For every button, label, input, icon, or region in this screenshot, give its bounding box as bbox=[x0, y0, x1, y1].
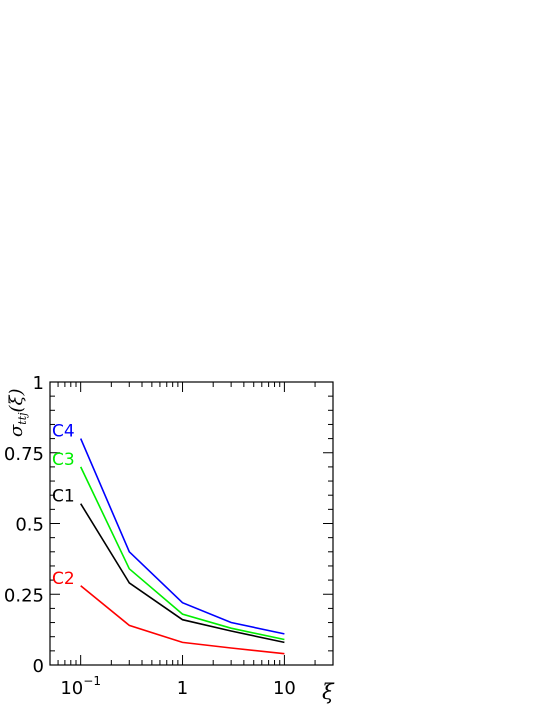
y-tick-label: 0 bbox=[33, 656, 44, 677]
series-lines bbox=[79, 438, 285, 655]
y-axis-label-subscript: ttj bbox=[16, 412, 29, 425]
axis-ticks bbox=[49, 381, 334, 666]
y-axis-label-suffix: (ξ) bbox=[6, 388, 27, 412]
series-line-c2 bbox=[80, 585, 285, 655]
x-tick-label: 10 bbox=[273, 678, 296, 699]
x-tick-label: 10−1 bbox=[60, 674, 101, 699]
y-axis-label: σttj(ξ) bbox=[6, 388, 29, 437]
y-tick-label: 0.5 bbox=[15, 515, 44, 536]
series-labels: C4 C3 C1 C2 bbox=[52, 422, 75, 589]
y-tick-label: 1 bbox=[33, 373, 44, 394]
y-axis-label-main: σ bbox=[6, 424, 27, 437]
tick-labels: 0 0.25 0.5 0.75 1 10−1 1 10 bbox=[4, 373, 296, 699]
series-line-c4 bbox=[79, 438, 285, 635]
x-tick-label: 1 bbox=[177, 678, 188, 699]
series-label-c1: C1 bbox=[52, 487, 75, 507]
series-line-c1 bbox=[80, 503, 285, 644]
y-tick-label: 0.25 bbox=[4, 585, 44, 606]
series-label-c2: C2 bbox=[52, 569, 75, 589]
y-tick-label: 0.75 bbox=[4, 444, 44, 465]
series-label-c4: C4 bbox=[52, 422, 75, 442]
x-axis-label: ξ bbox=[322, 680, 335, 704]
series-label-c3: C3 bbox=[52, 450, 75, 470]
series-line-c3 bbox=[79, 466, 285, 641]
